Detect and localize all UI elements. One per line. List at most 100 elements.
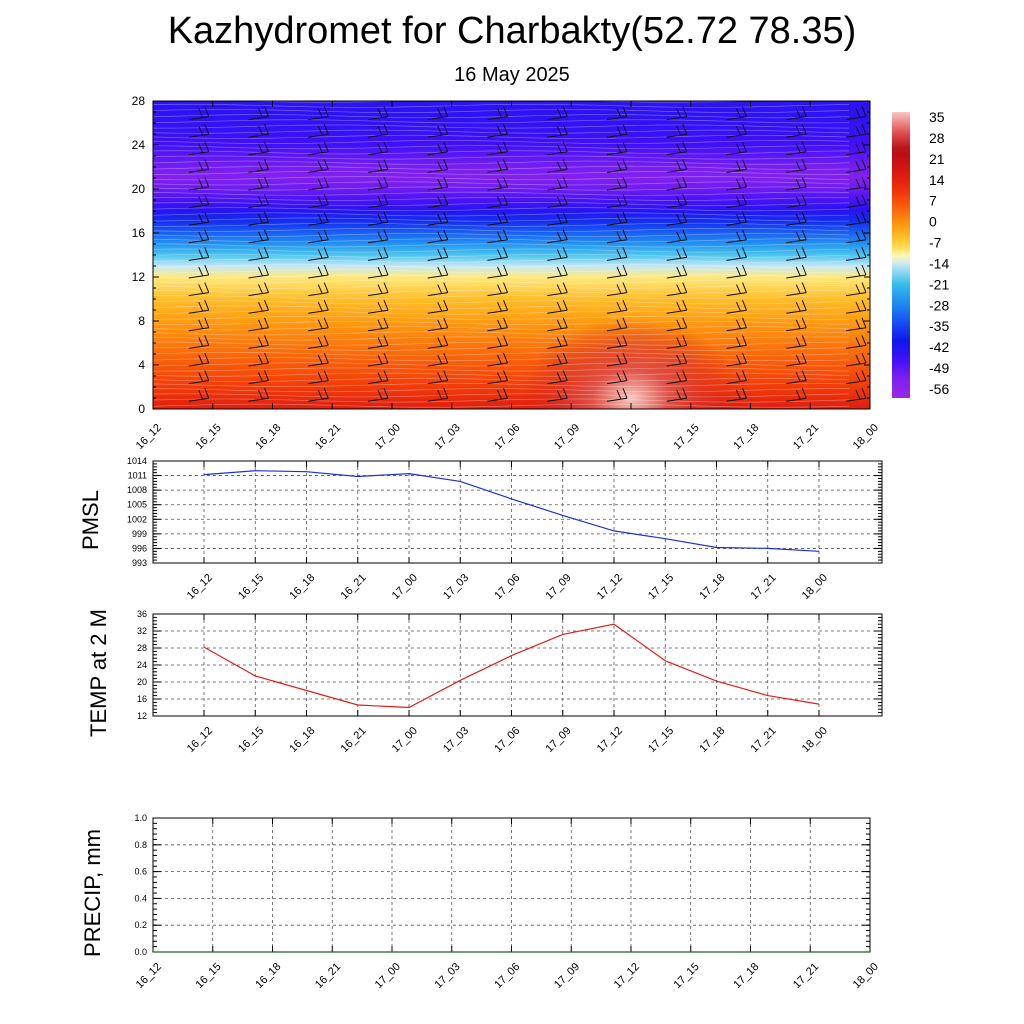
wind-barb-flag: [497, 266, 502, 277]
wind-barb-flag: [682, 388, 688, 399]
wind-barb-flag: [616, 266, 622, 277]
contour-line: [153, 145, 850, 150]
wind-barb-shaft: [487, 344, 508, 349]
wind-barb-shaft: [845, 309, 867, 314]
wind-barb-flag: [503, 106, 508, 117]
wind-barb-shaft: [606, 204, 628, 209]
wind-barb-shaft: [726, 186, 747, 191]
contour-line: [153, 176, 850, 181]
wind-barb-shaft: [427, 133, 448, 138]
wind-barb-flag: [443, 388, 449, 399]
wind-barb-shaft: [308, 274, 329, 279]
wind-barb-shaft: [367, 309, 389, 314]
y-axis-label: TEMP at 2 M: [86, 609, 111, 737]
colorbar-label: -42: [929, 339, 949, 355]
wind-barb-shaft: [367, 133, 389, 138]
wind-barb-flag: [497, 337, 502, 347]
wind-barb-shaft: [248, 397, 269, 402]
wind-barb-flag: [736, 337, 741, 347]
wind-barb-shaft: [547, 274, 568, 279]
wind-barb-flag: [616, 249, 622, 259]
wind-barb-shaft: [726, 221, 747, 226]
y-tick-label: 0.8: [134, 840, 147, 850]
wind-barb-flag: [323, 159, 329, 170]
wind-barb-flag: [497, 108, 502, 118]
panel-frame: [152, 460, 883, 564]
wind-barb-shaft: [547, 327, 568, 332]
wind-barb-flag: [443, 106, 449, 117]
wind-barb-flag: [198, 161, 204, 171]
wind-barb-flag: [736, 372, 741, 382]
wind-barb-flag: [258, 301, 263, 312]
wind-barb-flag: [855, 354, 861, 365]
wind-barb-shaft: [845, 344, 867, 349]
wind-barb-shaft: [666, 204, 687, 209]
wind-barb-flag: [258, 354, 263, 365]
wind-barb-shaft: [845, 186, 867, 191]
wind-barb-shaft: [188, 133, 209, 138]
wind-barb-shaft: [487, 362, 508, 367]
wind-barb-flag: [497, 372, 502, 382]
wind-barb-flag: [855, 231, 861, 242]
wind-barb-shaft: [487, 274, 508, 279]
wind-barb-flag: [264, 194, 269, 205]
wind-barb-flag: [497, 319, 502, 330]
wind-barb-shaft: [308, 292, 329, 297]
wind-barb-flag: [323, 176, 329, 188]
wind-barb-flag: [795, 284, 801, 294]
wind-barb-shaft: [308, 168, 329, 173]
wind-barb-flag: [861, 106, 867, 117]
wind-barb-shaft: [487, 204, 508, 209]
wind-barb-shaft: [188, 204, 209, 209]
x-tick-label: 18_00: [800, 725, 830, 755]
wind-barb-shaft: [367, 327, 389, 332]
wind-barb-shaft: [845, 292, 867, 297]
wind-barb-flag: [682, 176, 688, 188]
wind-barb-flag: [377, 266, 383, 277]
y-tick-label: 996: [132, 543, 147, 553]
wind-barb-flag: [676, 284, 682, 294]
wind-barb-flag: [503, 176, 508, 188]
wind-barb-flag: [437, 161, 443, 171]
heatmap-y-tick-label: 24: [132, 138, 146, 152]
heatmap-x-tick-label: 17_00: [373, 422, 403, 452]
wind-barb-flag: [317, 389, 323, 400]
wind-barb-flag: [795, 196, 801, 206]
wind-barb-flag: [437, 319, 443, 330]
wind-barb-flag: [562, 335, 568, 346]
wind-barb-flag: [204, 300, 210, 311]
wind-barb-shaft: [308, 362, 329, 367]
wind-barb-flag: [198, 284, 204, 294]
wind-barb-flag: [198, 354, 204, 365]
wind-barb-flag: [317, 213, 323, 224]
wind-barb-flag: [497, 354, 502, 365]
wind-barb-flag: [795, 231, 801, 242]
wind-barb-shaft: [606, 309, 628, 314]
wind-barb-flag: [264, 370, 269, 381]
wind-barb-flag: [795, 249, 801, 259]
wind-barb-shaft: [427, 239, 448, 244]
wind-barb-flag: [437, 178, 443, 189]
wind-barb-shaft: [606, 292, 628, 297]
wind-barb-flag: [198, 389, 204, 400]
heatmap-x-tick-label: 17_18: [731, 422, 761, 452]
wind-barb-flag: [736, 231, 741, 242]
wind-barb-shaft: [547, 186, 568, 191]
wind-barb-flag: [622, 317, 628, 328]
wind-barb-flag: [622, 247, 628, 258]
wind-barb-shaft: [427, 362, 448, 367]
x-tick-label: 16_21: [313, 961, 343, 991]
wind-barb-flag: [562, 388, 568, 399]
wind-barb-shaft: [308, 133, 329, 138]
wind-barb-flag: [264, 106, 269, 117]
wind-barb-flag: [616, 125, 622, 136]
wind-barb-flag: [736, 161, 741, 171]
wind-barb-flag: [323, 282, 329, 293]
wind-barb-flag: [556, 178, 562, 189]
contour-line: [153, 284, 850, 289]
wind-barb-shaft: [427, 151, 448, 156]
wind-barb-shaft: [367, 168, 389, 173]
wind-barb-flag: [556, 301, 562, 312]
y-tick-label: 1014: [127, 456, 147, 466]
wind-barb-flag: [682, 141, 688, 152]
